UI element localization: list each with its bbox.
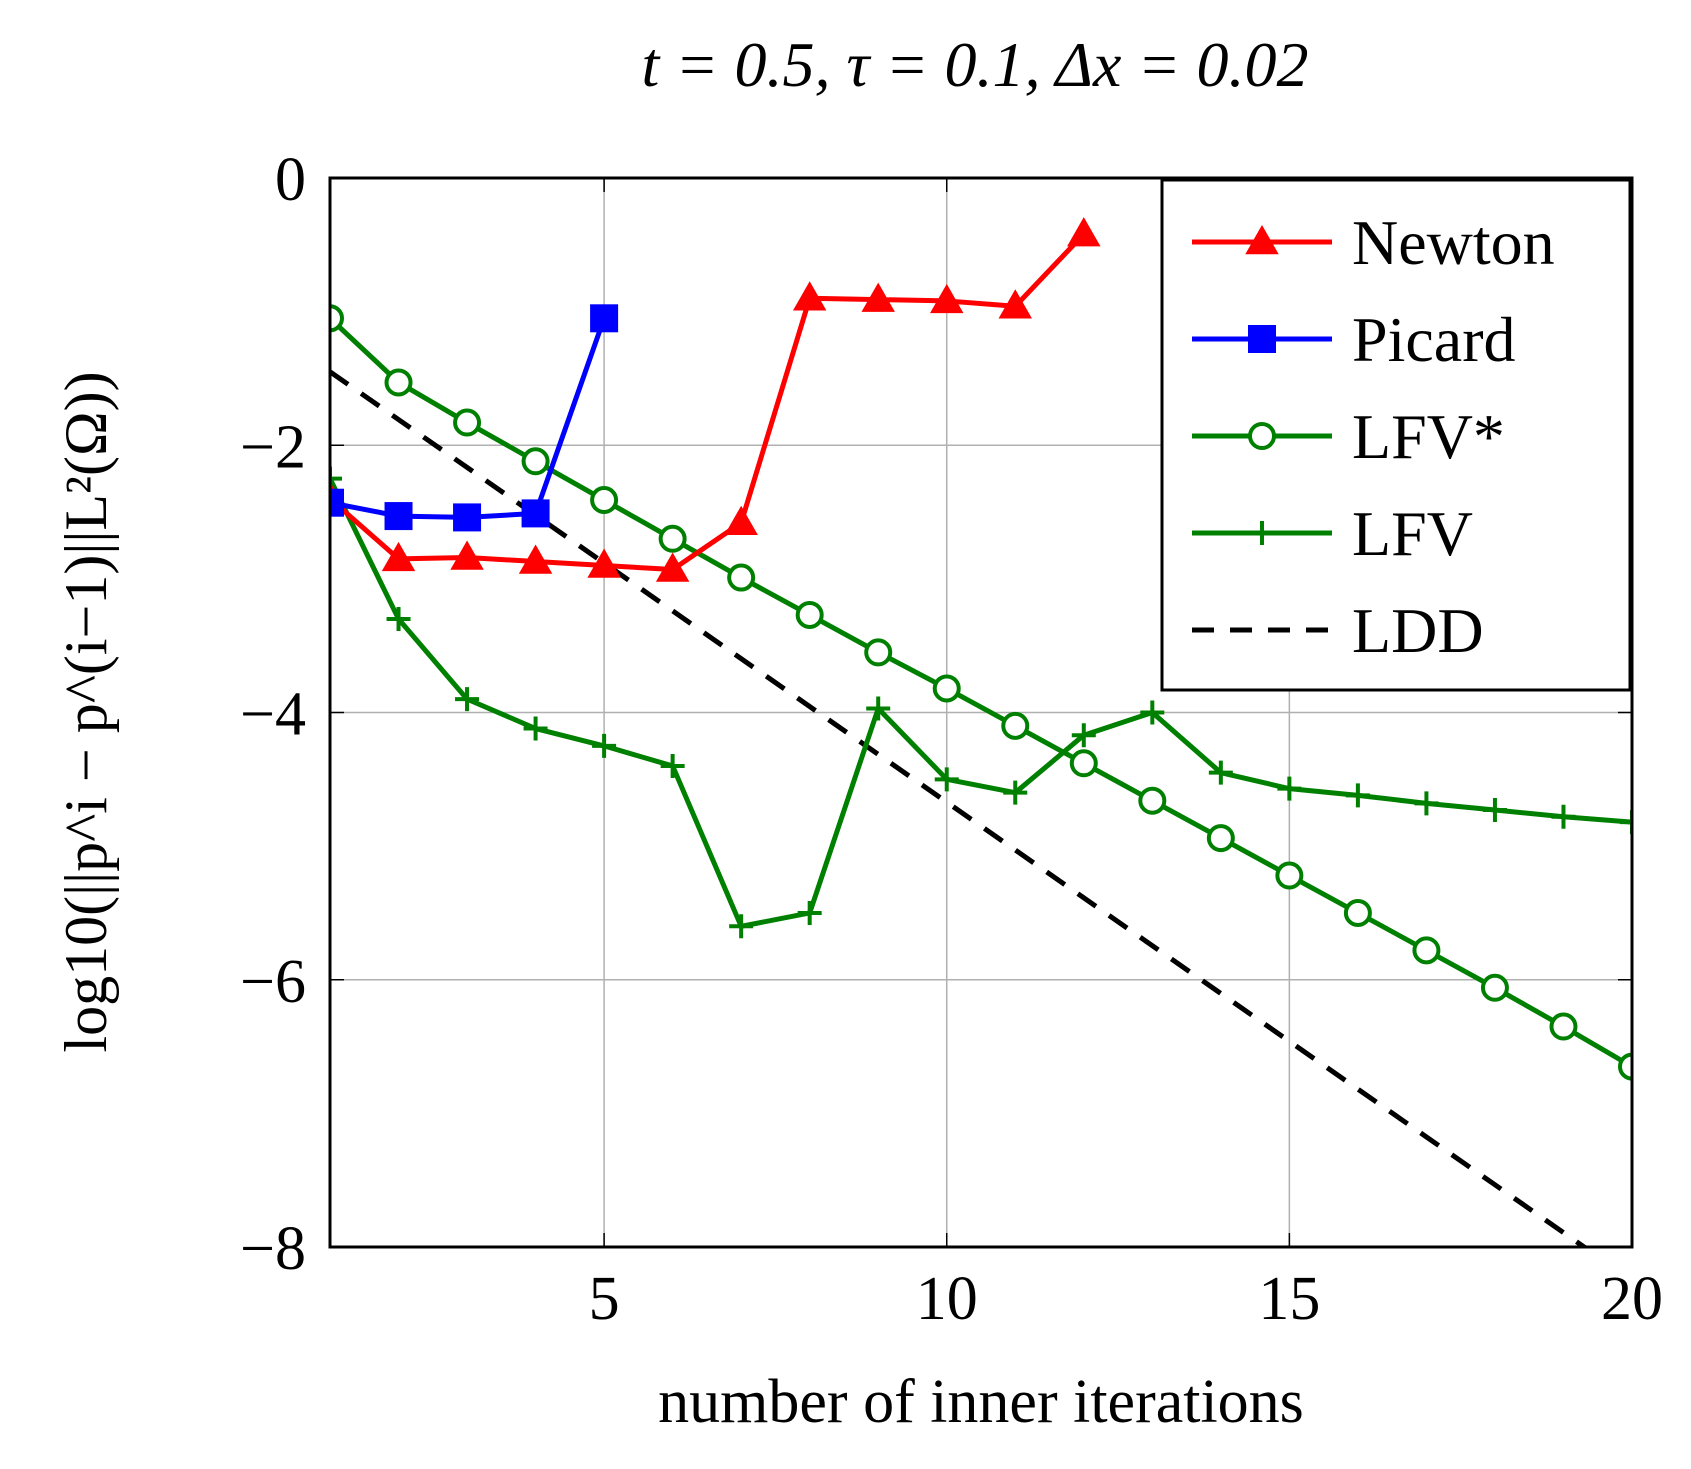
data-point-lfv-star <box>1069 749 1098 778</box>
x-tick-label: 5 <box>589 1265 620 1333</box>
y-tick-label: −2 <box>240 413 306 481</box>
data-point-picard <box>521 499 550 528</box>
data-point-lfv <box>1140 700 1165 725</box>
data-point-newton <box>1067 217 1101 247</box>
data-point-lfv <box>1208 760 1233 785</box>
data-point-lfv <box>1071 723 1096 748</box>
y-axis-label: log10(||p^i − p^(i−1)||L²(Ω)) <box>53 371 119 1052</box>
data-point-newton <box>930 283 964 314</box>
data-point-lfv <box>660 753 685 778</box>
legend-marker <box>1245 224 1279 255</box>
data-point-lfv-star <box>1549 1012 1578 1041</box>
data-point-newton <box>381 541 416 572</box>
data-point-lfv <box>330 466 342 491</box>
series-line-newton <box>330 232 1086 573</box>
chart-title: t = 0.5, τ = 0.1, Δx = 0.02 <box>641 29 1308 100</box>
data-point-lfv <box>592 733 617 758</box>
data-point-lfv-star <box>590 486 619 515</box>
data-point-lfv <box>386 606 411 631</box>
data-point-picard <box>384 502 413 531</box>
data-point-newton <box>998 289 1032 319</box>
data-point-lfv-star <box>1001 711 1030 740</box>
data-point-lfv-star <box>1275 861 1304 890</box>
x-axis-label: number of inner iterations <box>658 1368 1304 1436</box>
y-tick-label: −4 <box>240 681 306 749</box>
legend: Newton Picard LFV* LFV LDD <box>1160 178 1632 692</box>
legend-marker <box>1250 521 1274 545</box>
x-tick-label: 20 <box>1601 1265 1663 1333</box>
data-point-lfv <box>1482 798 1507 823</box>
axis-ticks: 5 10 15 20 0 −2 −4 −6 −8 <box>240 146 1663 1333</box>
data-point-lfv-star <box>1206 824 1235 853</box>
legend-label: Newton <box>1352 207 1555 278</box>
data-point-lfv-star <box>1343 898 1372 927</box>
legend-item-newton: Newton <box>1192 207 1555 278</box>
data-point-newton <box>587 548 621 578</box>
data-point-lfv <box>934 767 959 792</box>
data-point-newton <box>724 505 758 536</box>
data-point-lfv-star <box>727 563 756 592</box>
data-point-lfv <box>1620 810 1632 835</box>
data-point-newton <box>861 282 895 312</box>
data-point-lfv-star <box>1412 936 1441 965</box>
data-point-lfv-star <box>658 524 687 553</box>
data-point-newton <box>518 544 553 574</box>
data-point-lfv-star <box>384 368 413 397</box>
data-point-lfv-star <box>453 408 482 437</box>
data-point-lfv-star <box>1618 1052 1632 1081</box>
data-point-lfv <box>1414 791 1439 816</box>
legend-marker <box>1248 325 1276 353</box>
data-point-lfv-star <box>1138 786 1167 815</box>
x-tick-label: 10 <box>916 1265 978 1333</box>
data-point-lfv <box>1345 783 1370 808</box>
series-lfv-star <box>330 304 1632 1081</box>
data-point-picard <box>590 304 619 333</box>
x-tick-label: 15 <box>1258 1265 1320 1333</box>
legend-item-picard: Picard <box>1192 304 1516 375</box>
data-point-lfv <box>797 900 822 925</box>
legend-label: Picard <box>1352 304 1516 375</box>
data-point-lfv-star <box>932 674 961 703</box>
data-point-lfv <box>1551 804 1576 829</box>
data-point-lfv <box>1277 776 1302 801</box>
series-lfv <box>330 466 1632 939</box>
data-point-lfv-star <box>1480 973 1509 1002</box>
data-point-lfv-star <box>795 600 824 629</box>
data-point-lfv-star <box>864 638 893 667</box>
y-tick-label: −8 <box>240 1215 306 1283</box>
data-point-lfv <box>523 716 548 741</box>
data-point-lfv <box>455 687 480 712</box>
data-point-lfv-star <box>521 447 550 476</box>
legend-item-lfv-star: LFV* <box>1192 401 1505 472</box>
legend-item-lfv: LFV <box>1192 498 1473 569</box>
series-newton <box>330 217 1101 582</box>
data-point-lfv <box>866 696 891 721</box>
data-point-lfv <box>729 914 754 939</box>
series-layer <box>330 217 1632 1247</box>
legend-item-ldd: LDD <box>1192 595 1484 666</box>
legend-label: LFV* <box>1352 401 1505 472</box>
y-tick-label: −6 <box>240 948 306 1016</box>
data-point-picard <box>453 503 482 532</box>
legend-label: LFV <box>1352 498 1473 569</box>
legend-label: LDD <box>1352 595 1484 666</box>
data-point-newton <box>655 552 690 582</box>
data-point-newton <box>792 281 827 311</box>
data-point-lfv-star <box>330 304 344 333</box>
data-point-newton <box>450 540 484 570</box>
data-point-picard <box>330 488 344 517</box>
series-picard <box>330 304 619 532</box>
legend-marker <box>1248 422 1276 450</box>
data-point-lfv <box>1003 780 1028 805</box>
y-tick-label: 0 <box>275 146 306 214</box>
